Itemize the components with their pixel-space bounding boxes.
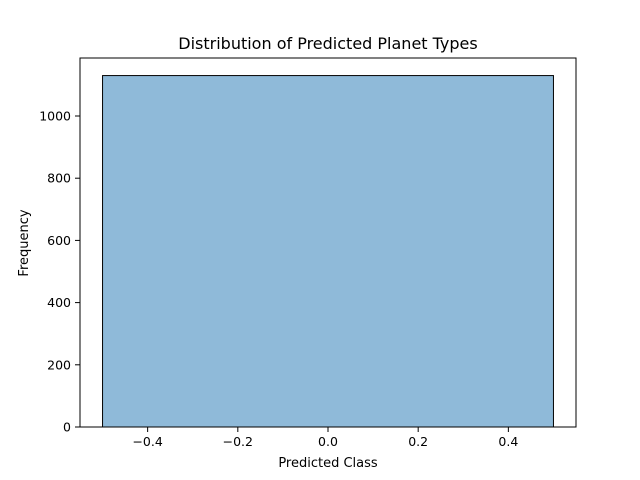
- histogram-bar-0: [102, 75, 554, 428]
- x-tick-label: 0.4: [498, 434, 518, 449]
- y-tick-label: 1000: [39, 109, 71, 124]
- x-tick-label: 0.2: [408, 434, 428, 449]
- y-tick-label: 0: [63, 420, 71, 435]
- x-tick-label: −0.2: [223, 434, 253, 449]
- y-tick-label: 400: [47, 295, 71, 310]
- x-axis-label: Predicted Class: [278, 456, 378, 471]
- y-tick-label: 800: [47, 171, 71, 186]
- x-axis-ticks: −0.4 −0.2 0.0 0.2 0.4: [132, 427, 518, 449]
- y-axis-ticks: 0 200 400 600 800 1000: [39, 109, 80, 435]
- x-tick-label: 0.0: [318, 434, 338, 449]
- bars-layer: [102, 75, 554, 428]
- chart-title: Distribution of Predicted Planet Types: [178, 34, 477, 53]
- y-tick-label: 200: [47, 357, 71, 372]
- y-tick-label: 600: [47, 233, 71, 248]
- y-axis-label: Frequency: [17, 209, 32, 276]
- x-tick-label: −0.4: [132, 434, 162, 449]
